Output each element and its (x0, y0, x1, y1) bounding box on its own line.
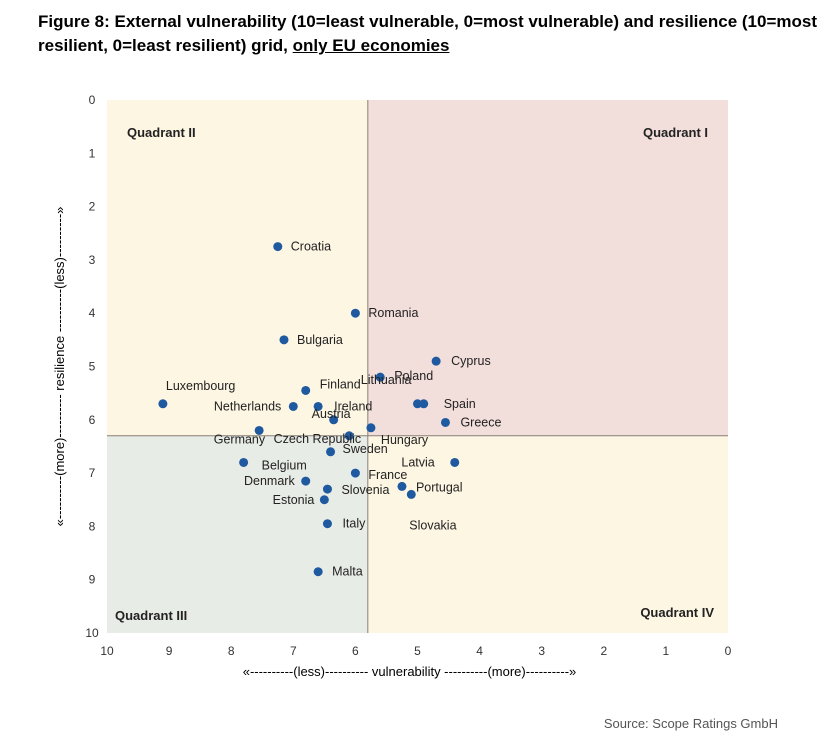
quadrant-iii-bg (107, 435, 368, 633)
y-tick-label: 3 (89, 253, 96, 267)
point-bulgaria (279, 335, 289, 345)
quadrant-label-quadrant-iii: Quadrant III (115, 608, 187, 623)
source-note: Source: Scope Ratings GmbH (603, 716, 778, 731)
x-tick-label: 3 (538, 644, 545, 658)
point-germany (254, 425, 264, 435)
y-tick-label: 5 (89, 360, 96, 374)
point-label-hungary: Hungary (381, 433, 429, 447)
point-label-luxembourg: Luxembourg (166, 379, 236, 393)
point-finland (301, 385, 311, 395)
y-tick-label: 6 (89, 413, 96, 427)
point-spain (419, 399, 429, 409)
point-label-italy: Italy (342, 517, 366, 531)
point-estonia (319, 495, 329, 505)
point-lithuania (413, 399, 422, 409)
point-label-latvia: Latvia (401, 455, 434, 469)
point-label-spain: Spain (444, 397, 476, 411)
point-hungary (366, 423, 376, 433)
point-label-france: France (368, 468, 407, 482)
x-tick-label: 4 (476, 644, 483, 658)
point-slovakia (406, 489, 416, 499)
data-points (158, 242, 460, 577)
x-tick-label: 0 (725, 644, 732, 658)
point-croatia (273, 242, 283, 252)
y-axis-ticks: 0 1 2 3 4 5 6 7 8 9 10 (85, 93, 99, 640)
quadrant-label-quadrant-i: Quadrant I (643, 125, 708, 140)
y-axis-label: «----------(more)---------- resilience -… (52, 207, 67, 527)
point-sweden (326, 447, 336, 457)
point-luxembourg (158, 399, 168, 409)
point-belgium (239, 457, 249, 467)
point-label-lithuania: Lithuania (361, 373, 412, 387)
x-tick-label: 2 (600, 644, 607, 658)
point-label-denmark: Denmark (244, 474, 295, 488)
point-czech-republic (344, 431, 354, 441)
point-slovenia (322, 484, 332, 494)
point-netherlands (288, 401, 298, 411)
quadrant-label-quadrant-iv: Quadrant IV (640, 605, 714, 620)
quadrant-ii-bg (107, 100, 368, 436)
point-label-sweden: Sweden (343, 442, 388, 456)
point-label-finland: Finland (320, 377, 361, 391)
point-label-belgium: Belgium (262, 458, 307, 472)
point-latvia (450, 457, 460, 467)
quadrant-label-quadrant-ii: Quadrant II (127, 125, 196, 140)
quadrant-backgrounds (107, 100, 728, 633)
point-malta (313, 567, 323, 577)
x-axis-label: «----------(less)---------- vulnerabilit… (243, 664, 577, 679)
quadrant-dividers (107, 100, 728, 633)
point-label-slovenia: Slovenia (341, 483, 389, 497)
point-france (350, 468, 360, 478)
y-tick-label: 1 (89, 146, 96, 160)
point-italy (322, 519, 332, 529)
quadrant-iv-bg (367, 435, 728, 633)
point-cyprus (431, 356, 441, 366)
chart-title-main: Figure 8: External vulnerability (10=lea… (38, 12, 817, 55)
point-label-bulgaria: Bulgaria (297, 333, 343, 347)
point-label-slovakia: Slovakia (409, 518, 456, 532)
data-labels: Croatia Romania Bulgaria Cyprus Poland Finlan… (166, 240, 502, 579)
quadrant-i-bg (367, 100, 728, 436)
y-tick-label: 10 (85, 626, 99, 640)
point-denmark (301, 476, 311, 486)
y-tick-label: 4 (89, 306, 96, 320)
y-tick-label: 0 (89, 93, 96, 107)
point-label-estonia: Estonia (273, 493, 315, 507)
y-tick-label: 8 (89, 519, 96, 533)
y-tick-label: 9 (89, 573, 96, 587)
x-tick-label: 8 (228, 644, 235, 658)
x-tick-label: 7 (290, 644, 297, 658)
point-label-czech-republic: Czech Republic (274, 432, 362, 446)
point-label-romania: Romania (368, 306, 418, 320)
point-portugal (397, 481, 407, 491)
y-tick-label: 7 (89, 466, 96, 480)
point-romania (350, 308, 360, 318)
point-label-austria: Austria (312, 407, 351, 421)
chart-title: Figure 8: External vulnerability (10=lea… (38, 10, 828, 58)
x-tick-label: 6 (352, 644, 359, 658)
point-label-netherlands: Netherlands (214, 399, 281, 413)
point-poland (375, 372, 385, 382)
point-label-germany: Germany (214, 432, 266, 446)
point-label-cyprus: Cyprus (451, 354, 491, 368)
point-label-poland: Poland (394, 369, 433, 383)
point-label-portugal: Portugal (416, 480, 463, 494)
point-austria (329, 415, 339, 425)
y-tick-label: 2 (89, 200, 96, 214)
chart-title-underlined: only EU economies (292, 36, 450, 55)
point-ireland (313, 401, 323, 411)
point-greece (440, 417, 450, 427)
x-tick-label: 9 (166, 644, 173, 658)
x-axis-ticks: 10 9 8 7 6 5 4 3 2 1 0 (100, 644, 731, 658)
point-label-croatia: Croatia (291, 240, 331, 254)
quadrant-labels: Quadrant I Quadrant II Quadrant III Quadran… (115, 125, 714, 623)
x-tick-label: 5 (414, 644, 421, 658)
x-tick-label: 10 (100, 644, 114, 658)
x-tick-label: 1 (663, 644, 670, 658)
point-label-ireland: Ireland (334, 399, 372, 413)
point-label-malta: Malta (332, 565, 363, 579)
point-label-greece: Greece (460, 415, 501, 429)
